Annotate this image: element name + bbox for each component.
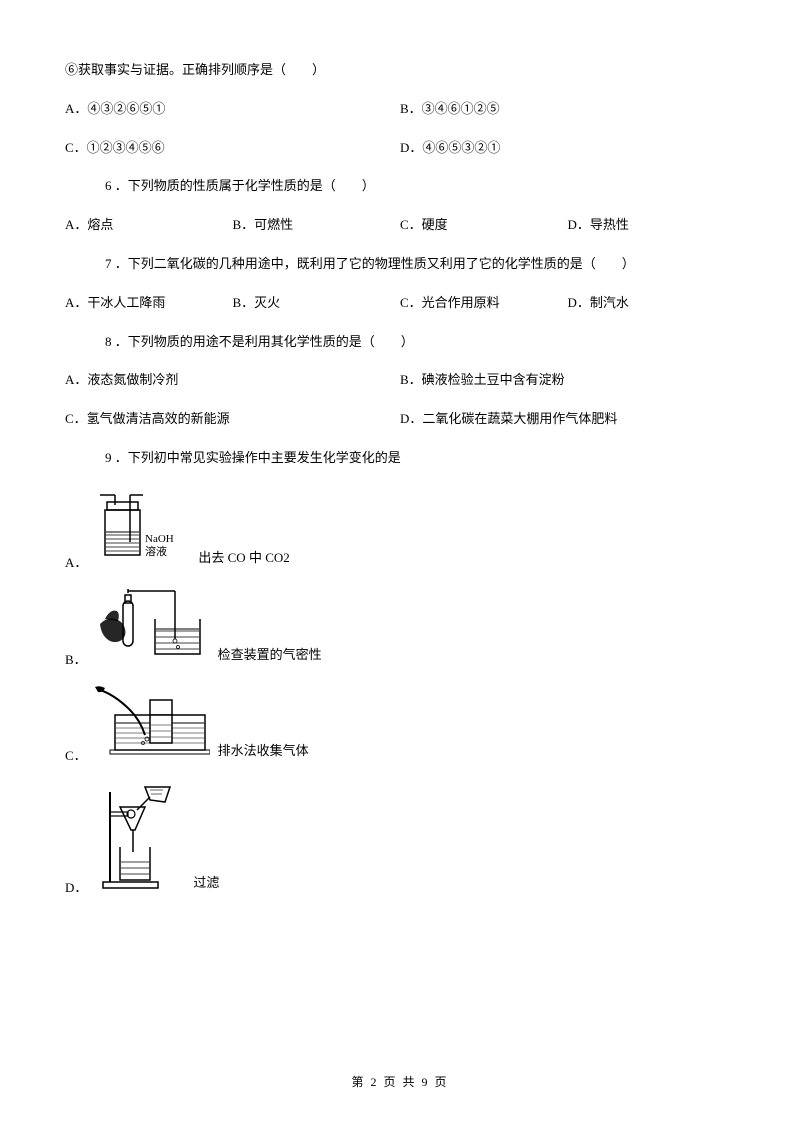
q5-option-c: C．①②③④⑤⑥ <box>65 138 400 159</box>
q6-text: 6 ．下列物质的性质属于化学性质的是（ ） <box>65 176 735 197</box>
q5-option-b: B．③④⑥①②⑤ <box>400 99 735 120</box>
q9-a-diagram: NaOH 溶液 <box>95 487 190 574</box>
q6-option-a: A．熔点 <box>65 215 233 236</box>
q6-option-c: C．硬度 <box>400 215 568 236</box>
q9-option-a: A． NaOH 溶液 出去 CO 中 CO2 <box>65 487 735 574</box>
q5-options-row2: C．①②③④⑤⑥ D．④⑥⑤③②① <box>65 138 735 159</box>
q7-option-a: A．干冰人工降雨 <box>65 293 233 314</box>
q7-text: 7 ．下列二氧化碳的几种用途中，既利用了它的物理性质又利用了它的化学性质的是（ … <box>65 254 735 275</box>
q9-b-caption: 检查装置的气密性 <box>218 645 322 671</box>
q8-option-c: C．氢气做清洁高效的新能源 <box>65 409 400 430</box>
q9-c-label: C． <box>65 746 87 767</box>
q8-option-d: D．二氧化碳在蔬菜大棚用作气体肥料 <box>400 409 735 430</box>
q9-option-c: C． 排水法收集气体 <box>65 685 735 767</box>
q9-c-diagram <box>95 685 210 767</box>
svg-text:NaOH: NaOH <box>145 533 174 545</box>
q9-a-caption: 出去 CO 中 CO2 <box>198 548 289 574</box>
q8-options-row2: C．氢气做清洁高效的新能源 D．二氧化碳在蔬菜大棚用作气体肥料 <box>65 409 735 430</box>
q7-options: A．干冰人工降雨 B．灭火 C．光合作用原料 D．制汽水 <box>65 293 735 314</box>
q7-option-b: B．灭火 <box>233 293 401 314</box>
q8-options-row1: A．液态氮做制冷剂 B．碘液检验土豆中含有淀粉 <box>65 370 735 391</box>
q8-option-a: A．液态氮做制冷剂 <box>65 370 400 391</box>
q7-option-d: D．制汽水 <box>568 293 736 314</box>
q9-d-diagram <box>95 782 185 899</box>
q6-option-b: B．可燃性 <box>233 215 401 236</box>
q9-b-label: B． <box>65 650 87 671</box>
q5-continuation: ⑥获取事实与证据。正确排列顺序是（ ） <box>65 60 735 81</box>
q6-options: A．熔点 B．可燃性 C．硬度 D．导热性 <box>65 215 735 236</box>
q8-text: 8 ．下列物质的用途不是利用其化学性质的是（ ） <box>65 332 735 353</box>
q9-option-d: D． 过滤 <box>65 782 735 899</box>
q5-option-a: A．④③②⑥⑤① <box>65 99 400 120</box>
q8-option-b: B．碘液检验土豆中含有淀粉 <box>400 370 735 391</box>
q6-option-d: D．导热性 <box>568 215 736 236</box>
page-footer: 第 2 页 共 9 页 <box>0 1073 800 1092</box>
q7-option-c: C．光合作用原料 <box>400 293 568 314</box>
q9-d-label: D． <box>65 878 87 899</box>
q9-text: 9 ．下列初中常见实验操作中主要发生化学变化的是 <box>65 448 735 469</box>
q9-b-diagram <box>95 589 210 671</box>
q5-option-d: D．④⑥⑤③②① <box>400 138 735 159</box>
q9-c-caption: 排水法收集气体 <box>218 741 309 767</box>
q9-a-label: A． <box>65 553 87 574</box>
q9-option-b: B． 检查装置的气密性 <box>65 589 735 671</box>
q5-options-row1: A．④③②⑥⑤① B．③④⑥①②⑤ <box>65 99 735 120</box>
q9-d-caption: 过滤 <box>193 873 219 899</box>
svg-text:溶液: 溶液 <box>145 544 167 558</box>
